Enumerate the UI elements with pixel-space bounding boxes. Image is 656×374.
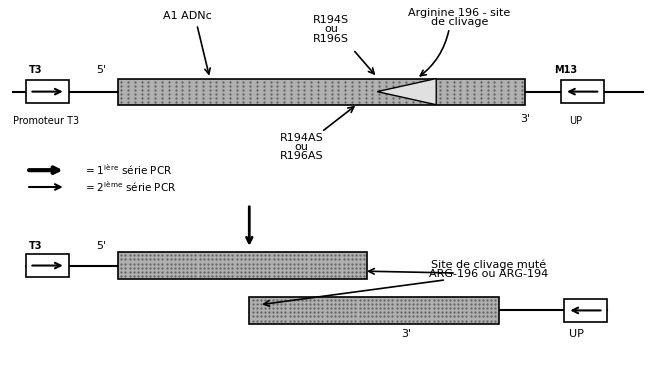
Text: Site de clivage muté: Site de clivage muté bbox=[431, 260, 546, 270]
Text: Arginine 196 - site: Arginine 196 - site bbox=[408, 8, 510, 18]
Text: UP: UP bbox=[569, 116, 583, 126]
FancyBboxPatch shape bbox=[26, 80, 69, 103]
Text: T3: T3 bbox=[30, 240, 43, 251]
FancyBboxPatch shape bbox=[26, 254, 69, 277]
Text: 5': 5' bbox=[96, 65, 107, 75]
Polygon shape bbox=[377, 79, 436, 105]
Text: 3': 3' bbox=[520, 114, 530, 124]
Text: ou: ou bbox=[295, 142, 309, 152]
Text: R196AS: R196AS bbox=[280, 151, 323, 162]
Text: T3: T3 bbox=[30, 65, 43, 75]
Text: Promoteur T3: Promoteur T3 bbox=[13, 116, 79, 126]
FancyBboxPatch shape bbox=[561, 80, 604, 103]
Text: 5': 5' bbox=[96, 240, 107, 251]
Text: A1 ADNc: A1 ADNc bbox=[163, 11, 211, 21]
Bar bbox=[249, 297, 499, 324]
Text: R194AS: R194AS bbox=[280, 133, 323, 143]
Text: ARG-196 ou ARG-194: ARG-196 ou ARG-194 bbox=[429, 269, 548, 279]
Bar bbox=[118, 252, 367, 279]
FancyBboxPatch shape bbox=[564, 299, 607, 322]
Text: 3': 3' bbox=[401, 329, 412, 339]
Text: ou: ou bbox=[324, 24, 338, 34]
Text: = 2$^{\rm ième}$ série PCR: = 2$^{\rm ième}$ série PCR bbox=[85, 180, 176, 194]
Text: de clivage: de clivage bbox=[430, 17, 488, 27]
Text: M13: M13 bbox=[554, 65, 577, 75]
Text: = 1$^{\rm ière}$ série PCR: = 1$^{\rm ière}$ série PCR bbox=[85, 163, 173, 177]
Text: R194S: R194S bbox=[313, 15, 350, 25]
Text: UP: UP bbox=[569, 329, 583, 339]
Bar bbox=[118, 79, 525, 105]
Text: R196S: R196S bbox=[314, 34, 349, 44]
